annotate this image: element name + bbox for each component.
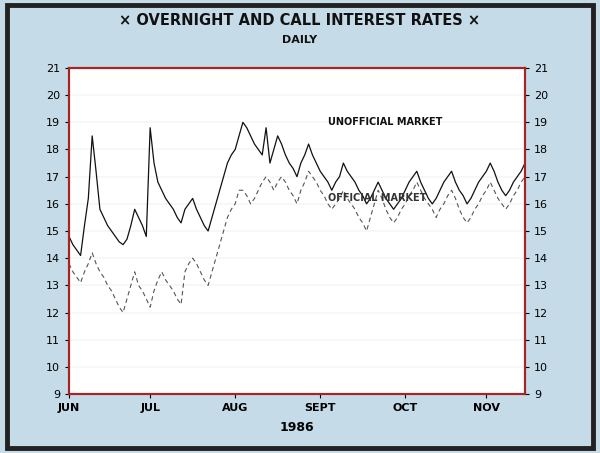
Text: DAILY: DAILY [283,35,317,45]
X-axis label: 1986: 1986 [280,421,314,434]
Text: × OVERNIGHT AND CALL INTEREST RATES ×: × OVERNIGHT AND CALL INTEREST RATES × [119,13,481,28]
Text: OFFICIAL MARKET: OFFICIAL MARKET [328,193,426,203]
Text: UNOFFICIAL MARKET: UNOFFICIAL MARKET [328,117,442,127]
